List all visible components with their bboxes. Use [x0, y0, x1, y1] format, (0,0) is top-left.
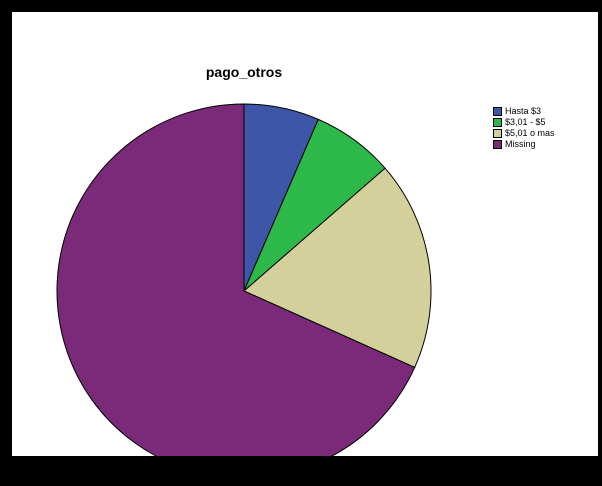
chart-title: pago_otros — [205, 64, 283, 80]
legend-item: $5,01 o mas — [493, 128, 555, 139]
pie-slice-missing — [56, 103, 416, 456]
legend-item: Hasta $3 — [493, 106, 555, 117]
legend-item: Missing — [493, 139, 555, 150]
chart-canvas: pago_otros Hasta $3 $3,01 - $5 $5,01 o mas… — [12, 12, 598, 456]
legend-label: Hasta $3 — [505, 106, 542, 116]
legend-swatch — [493, 140, 502, 149]
legend-item: $3,01 - $5 — [493, 117, 555, 128]
pie-slice-5-01-o-mas — [243, 167, 432, 369]
legend-swatch — [493, 107, 502, 116]
legend-swatch — [493, 129, 502, 138]
legend-label: $3,01 - $5 — [505, 117, 546, 127]
legend-swatch — [493, 118, 502, 127]
legend: Hasta $3 $3,01 - $5 $5,01 o mas Missing — [493, 106, 555, 150]
legend-label: $5,01 o mas — [505, 128, 555, 138]
legend-label: Missing — [505, 139, 536, 149]
pie-chart — [56, 103, 432, 456]
pie-slices — [56, 103, 432, 456]
